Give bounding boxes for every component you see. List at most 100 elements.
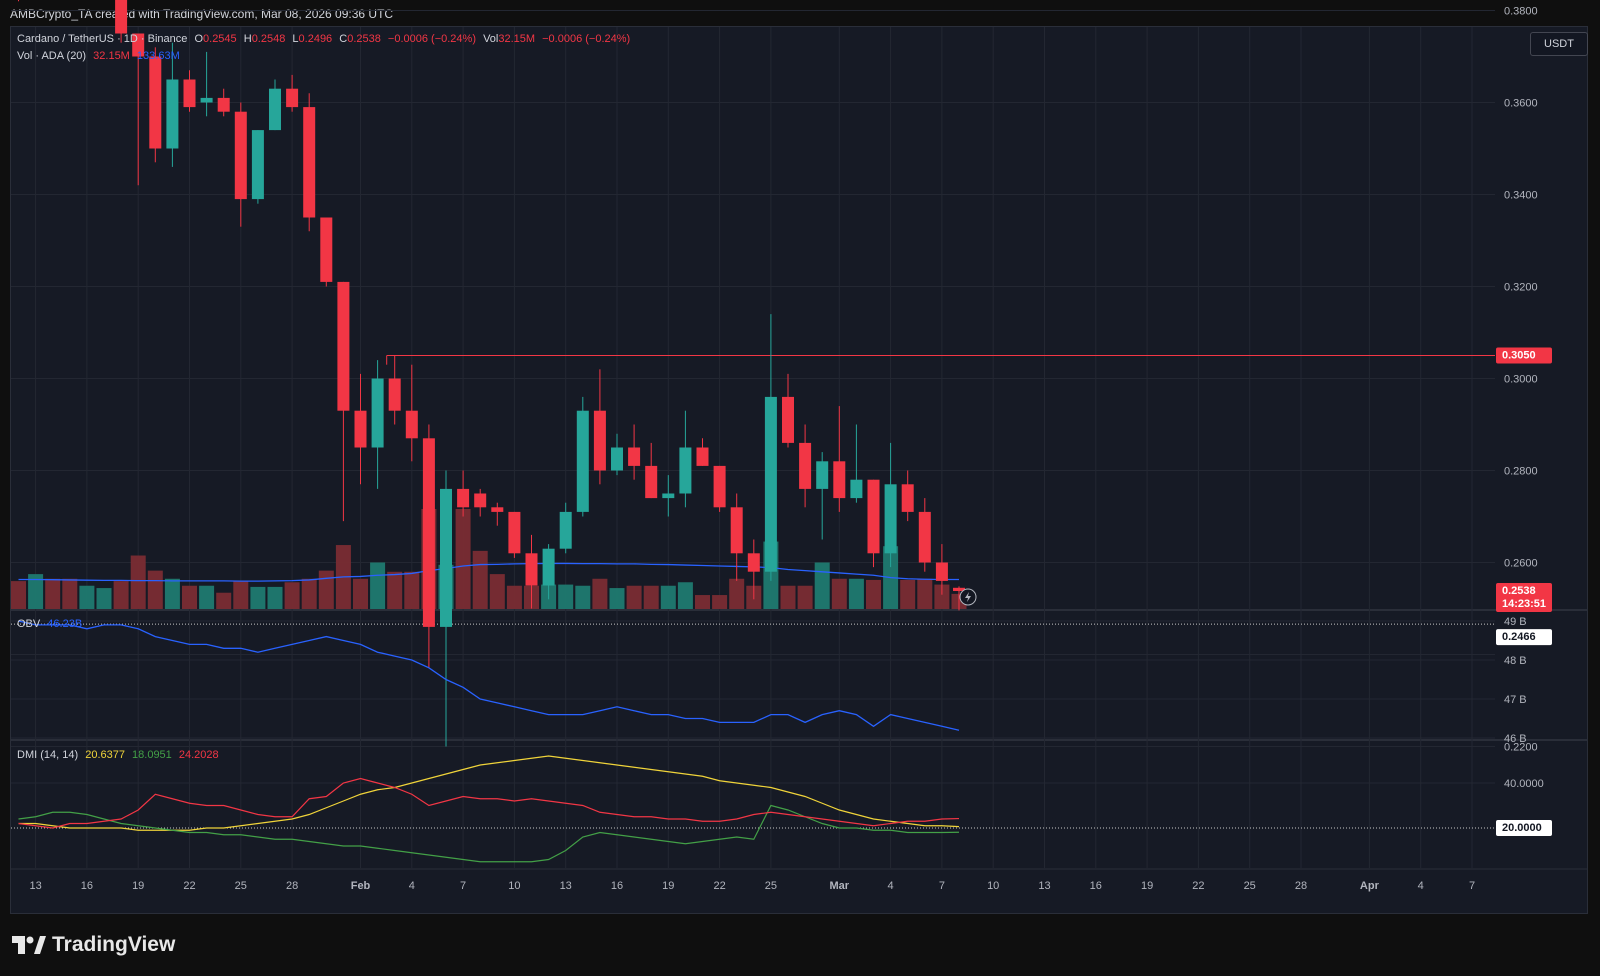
volume-bar (199, 585, 215, 609)
dmi-axis-label: 40.0000 (1504, 778, 1544, 790)
volume-bar (455, 509, 471, 609)
volume-bar (866, 579, 881, 609)
volume-ma-line (18, 562, 959, 582)
dmi-plus-di-value: 18.0951 (132, 749, 172, 761)
time-axis-label: 4 (1418, 880, 1424, 892)
candle-body (764, 396, 777, 572)
volume-bar (848, 578, 864, 609)
volume-bar (147, 570, 163, 609)
candle-body (166, 79, 179, 149)
dmi-adx-value: 20.6377 (85, 749, 125, 761)
volume-bar (712, 595, 728, 609)
time-axis-label: 7 (939, 880, 945, 892)
volume-bar (233, 581, 249, 609)
volume-bar (250, 586, 266, 609)
ohlc-low: 0.2496 (298, 33, 333, 45)
volume-bar (917, 578, 933, 609)
time-axis-label: 22 (713, 880, 725, 892)
last-price-tag-box (1496, 583, 1552, 613)
ohlc-low-label: L (292, 33, 299, 45)
candle-body (747, 553, 760, 572)
time-axis-label: 13 (560, 880, 572, 892)
volume-bar (353, 578, 368, 609)
candle-body (799, 442, 812, 489)
main-legend: Cardano / TetherUS · 1D · Binance O0.254… (17, 33, 634, 45)
currency-button[interactable]: USDT (1530, 32, 1588, 56)
dmi-reference-tag-box (1496, 820, 1552, 836)
volume-bar (404, 571, 420, 609)
time-axis-label: 7 (460, 880, 466, 892)
tradingview-logo: TradingView (12, 933, 175, 957)
volume-value: 32.15M (498, 33, 536, 45)
candle-body (542, 548, 555, 586)
resistance-price-tag: 0.3050 (1502, 350, 1536, 362)
volume-bar (216, 592, 232, 609)
dmi-label[interactable]: DMI (14, 14) (17, 749, 79, 761)
obv-axis-label: 48 B (1504, 655, 1527, 667)
candle-body (662, 493, 675, 499)
dmi-plus-di-line (18, 804, 960, 863)
candle-body (457, 488, 470, 508)
obv-label[interactable]: OBV (17, 618, 41, 630)
volume-bar (318, 570, 334, 609)
volume-change: −0.0006 (−0.24%) (542, 33, 631, 45)
candle-body (611, 447, 623, 471)
volume-bar (626, 585, 642, 609)
candle-body (696, 447, 709, 466)
candle-body (354, 410, 367, 448)
candle-body (918, 511, 931, 563)
obv-axis-label: 49 B (1504, 616, 1527, 628)
volume-indicator-label[interactable]: Vol · ADA (20) (17, 50, 87, 62)
volume-bar (301, 578, 317, 609)
candle-body (730, 507, 743, 554)
volume-bar (729, 578, 745, 609)
candle-body (867, 479, 880, 554)
volume-ma-value: 133.63M (136, 50, 180, 62)
candle-body (593, 410, 606, 471)
volume-bar (387, 571, 403, 609)
volume-bar (45, 578, 61, 609)
time-axis-label: 16 (81, 880, 93, 892)
obv-axis-label: 47 B (1504, 694, 1527, 706)
dmi-minus-di-value: 24.2028 (178, 749, 219, 761)
time-axis-label: 22 (183, 880, 195, 892)
time-axis-label: 25 (235, 880, 247, 892)
volume-bar (592, 578, 608, 609)
volume-bar (900, 579, 916, 609)
candle-body (405, 410, 418, 439)
candle-body (286, 88, 299, 108)
volume-bar (814, 562, 830, 609)
brand-name: TradingView (52, 933, 176, 956)
candle-body (953, 587, 965, 592)
volume-bar (695, 595, 710, 609)
obv-value: 46.23B (47, 618, 83, 630)
time-axis-label: Mar (830, 880, 850, 892)
candle-body (337, 281, 350, 411)
time-axis-label: 7 (1469, 880, 1475, 892)
volume-bar (284, 582, 300, 609)
volume-bar (780, 585, 796, 609)
candle-body (491, 507, 504, 512)
time-axis-label: 28 (286, 880, 298, 892)
volume-bar (934, 584, 950, 609)
obv-line (18, 620, 960, 731)
price-axis-label: 0.3200 (1504, 282, 1538, 294)
time-axis-label: 16 (611, 880, 623, 892)
price-axis-label: 0.3600 (1504, 98, 1538, 110)
candle-body (217, 97, 230, 112)
volume-indicator-value: 32.15M (93, 50, 130, 62)
resistance-price-tag-box (1496, 347, 1552, 364)
candle-body (234, 111, 247, 200)
candle-body (850, 479, 863, 499)
volume-bar (182, 585, 197, 609)
volume-bar (643, 585, 659, 609)
candle-body (525, 553, 538, 586)
time-axis-label: 13 (29, 880, 41, 892)
volume-bar (62, 578, 78, 609)
price-axis-label: 0.2600 (1504, 558, 1538, 570)
volume-bar (575, 585, 591, 609)
symbol-name[interactable]: Cardano / TetherUS · 1D · Binance (17, 33, 188, 45)
candle-body (388, 378, 401, 411)
time-axis-label: 19 (1141, 880, 1153, 892)
